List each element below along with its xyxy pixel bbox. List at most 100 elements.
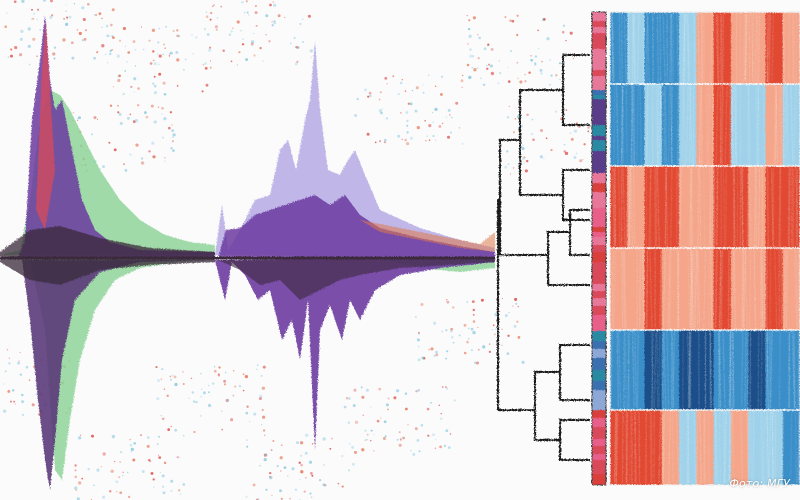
speckle-dot: [404, 407, 408, 411]
speckle-dot: [153, 62, 157, 66]
sidebar-segment: [592, 33, 606, 38]
speckle-dot: [208, 48, 212, 52]
speckle-dot: [432, 121, 434, 123]
speckle-dot: [453, 399, 456, 402]
speckle-dot: [171, 124, 173, 126]
heatmap-texture-stroke: [636, 331, 639, 409]
speckle-dot: [240, 30, 242, 32]
speckle-dot: [545, 137, 548, 140]
speckle-dot: [188, 397, 190, 399]
speckle-dot: [472, 330, 476, 335]
speckle-dot: [472, 313, 475, 316]
heatmap-texture-stroke: [710, 13, 713, 83]
speckle-dot: [27, 44, 31, 49]
heatmap-texture-stroke: [710, 249, 713, 329]
speckle-dot: [78, 116, 81, 120]
dendro-branch-4: [569, 209, 590, 256]
heatmap-texture-stroke: [716, 167, 718, 247]
speckle-dot: [101, 44, 105, 48]
speckle-dot: [182, 371, 184, 373]
heatmap-texture-stroke: [634, 411, 637, 484]
speckle-dot: [495, 328, 497, 330]
dendro-branch-9: [534, 371, 560, 441]
heatmap-texture-stroke: [639, 85, 642, 165]
speckle-dot: [452, 306, 455, 309]
speckle-dot: [269, 471, 272, 475]
heatmap-texture-stroke: [614, 411, 617, 484]
speckle-dot: [253, 412, 257, 416]
speckle-dot: [242, 389, 245, 392]
heatmap-cell: [730, 330, 749, 410]
heatmap-texture-stroke: [618, 13, 621, 83]
speckle-dot: [19, 351, 21, 354]
heatmap-texture-stroke: [778, 167, 781, 247]
speckle-dot: [184, 58, 187, 61]
speckle-dot: [369, 94, 372, 98]
speckle-dot: [373, 450, 375, 452]
speckle-dot: [140, 26, 143, 28]
speckle-dot: [287, 475, 289, 477]
heatmap-texture-stroke: [647, 13, 650, 83]
speckle-dot: [365, 438, 368, 441]
speckle-dot: [516, 33, 519, 37]
speckle-dot: [384, 76, 388, 80]
speckle-dot: [157, 106, 160, 108]
speckle-dot: [151, 28, 156, 32]
speckle-dot: [509, 19, 512, 22]
speckle-dot: [25, 365, 29, 369]
speckle-dot: [509, 50, 513, 53]
speckle-dot: [415, 86, 419, 90]
speckle-dot: [243, 11, 246, 14]
speckle-dot: [53, 46, 57, 49]
speckle-dot: [36, 18, 38, 21]
speckle-dot: [482, 345, 486, 349]
speckle-dot: [101, 26, 103, 29]
speckle-dot: [200, 395, 203, 398]
heatmap-texture-stroke: [656, 167, 660, 247]
heatmap-cell: [782, 166, 800, 248]
speckle-dot: [14, 46, 18, 50]
speckle-dot: [449, 433, 452, 435]
waveform-lavender-upper: [215, 40, 495, 258]
speckle-dot: [501, 344, 503, 347]
speckle-dot: [261, 386, 266, 390]
speckle-dot: [563, 150, 566, 153]
speckle-dot: [468, 19, 471, 22]
speckle-dot: [28, 63, 31, 66]
heatmap-texture-stroke: [703, 249, 706, 329]
speckle-dot: [156, 443, 159, 445]
speckle-dot: [497, 82, 500, 85]
heatmap-texture-stroke: [632, 13, 635, 83]
speckle-dot: [349, 443, 351, 445]
heatmap-texture-stroke: [700, 85, 703, 165]
speckle-dot: [254, 4, 258, 8]
speckle-dot: [361, 395, 365, 399]
heatmap-cell: [679, 166, 697, 248]
speckle-dot: [163, 117, 167, 121]
speckle-dot: [164, 47, 166, 49]
speckle-dot: [469, 48, 472, 51]
heatmap-texture-stroke: [699, 411, 702, 484]
heatmap-texture-stroke: [749, 249, 752, 329]
speckle-dot: [514, 118, 517, 120]
sidebar-segment: [592, 115, 606, 125]
speckle-dot: [32, 37, 36, 41]
speckle-dot: [401, 78, 404, 81]
heatmap-texture-stroke: [782, 411, 784, 484]
speckle-dot: [451, 116, 453, 119]
speckle-dot: [300, 470, 304, 474]
speckle-dot: [74, 464, 77, 467]
speckle-dot: [299, 22, 302, 26]
heatmap-texture-stroke: [698, 85, 700, 165]
speckle-dot: [409, 136, 414, 140]
speckle-dot: [241, 43, 245, 46]
speckle-dot: [102, 165, 105, 169]
speckle-dot: [508, 105, 510, 108]
heatmap-texture-stroke: [749, 411, 753, 484]
heatmap-texture-stroke: [781, 411, 784, 484]
heatmap-texture-stroke: [677, 85, 679, 165]
speckle-dot: [397, 92, 401, 96]
speckle-dot: [530, 54, 532, 57]
speckle-dot: [259, 465, 261, 467]
speckle-dot: [466, 63, 470, 67]
